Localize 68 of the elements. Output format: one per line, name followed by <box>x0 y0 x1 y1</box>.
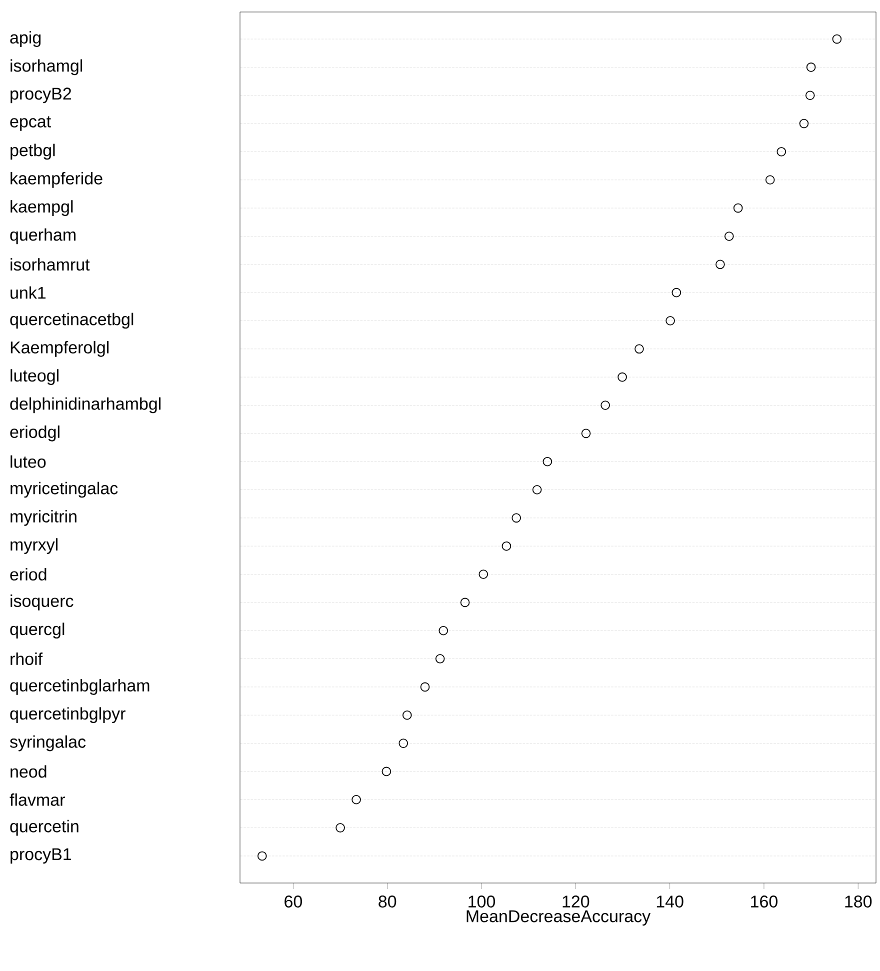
y-tick-label: quercgl <box>10 622 64 639</box>
point <box>634 344 644 354</box>
point <box>799 118 809 128</box>
point <box>724 232 734 241</box>
y-tick-label: luteogl <box>10 369 58 386</box>
y-tick-label: apig <box>10 31 41 47</box>
y-tick-label: quercetin <box>10 820 78 836</box>
y-tick-label: petbgl <box>10 144 55 160</box>
y-tick-label: kaempferide <box>10 172 102 188</box>
point <box>336 823 345 832</box>
y-tick-label: eriod <box>10 568 46 581</box>
x-tick-label: 60 <box>284 896 302 908</box>
y-tick-label: isorhamrut <box>10 258 90 271</box>
point <box>398 738 408 748</box>
y-tick-label: myrxyl <box>10 538 58 554</box>
y-tick-label: flavmar <box>10 793 65 806</box>
point <box>765 175 775 185</box>
point <box>666 316 675 326</box>
y-tick-label: luteo <box>10 455 46 468</box>
y-tick-label: quercetinbglpyr <box>10 707 126 724</box>
point <box>733 203 743 213</box>
y-tick-label: isorhamgl <box>10 59 82 76</box>
point <box>581 428 591 438</box>
y-tick-label: rhoif <box>10 652 43 666</box>
point <box>502 541 512 551</box>
x-axis-title: MeanDecreaseAccuracy <box>466 910 651 926</box>
point <box>478 570 488 579</box>
point <box>832 34 842 44</box>
point <box>438 626 448 636</box>
y-tick-label: epcat <box>10 116 51 131</box>
point <box>352 794 361 804</box>
y-tick-label: unk1 <box>10 286 46 299</box>
point <box>512 513 521 523</box>
point <box>257 851 267 861</box>
point <box>435 654 445 664</box>
y-tick-label: eriodgl <box>10 426 60 442</box>
y-tick-label: procyB1 <box>10 848 72 864</box>
y-tick-label: kaempgl <box>10 200 73 216</box>
x-tick-label: 160 <box>751 896 778 908</box>
point <box>542 456 552 466</box>
x-tick-label: 80 <box>378 896 396 908</box>
point <box>672 288 682 298</box>
y-tick-label: syringalac <box>10 735 86 752</box>
y-tick-label: quercetinacetbgl <box>10 312 134 329</box>
point <box>600 400 610 410</box>
x-tick-label: 120 <box>562 896 590 908</box>
point <box>532 485 542 494</box>
y-tick-label: myricitrin <box>10 510 76 526</box>
x-tick-label: 180 <box>845 896 872 908</box>
point <box>460 598 470 608</box>
point <box>402 710 412 720</box>
y-tick-label: isoquerc <box>10 594 74 610</box>
y-tick-label: delphinidinarhambgl <box>10 397 160 414</box>
y-tick-label: querham <box>10 228 76 244</box>
point <box>805 90 815 100</box>
point <box>420 682 430 692</box>
point <box>382 766 392 776</box>
y-tick-label: procyB2 <box>10 88 72 104</box>
point <box>716 260 725 270</box>
x-tick-label: 140 <box>656 896 684 908</box>
y-tick-label: neod <box>10 765 46 778</box>
y-tick-label: quercetinbglarham <box>10 679 150 695</box>
x-tick-label: 100 <box>468 896 496 908</box>
point <box>776 147 786 156</box>
point <box>806 62 816 72</box>
y-tick-label: myricetingalac <box>10 482 118 498</box>
point <box>618 372 627 382</box>
y-tick-label: Kaempferolgl <box>10 340 109 357</box>
